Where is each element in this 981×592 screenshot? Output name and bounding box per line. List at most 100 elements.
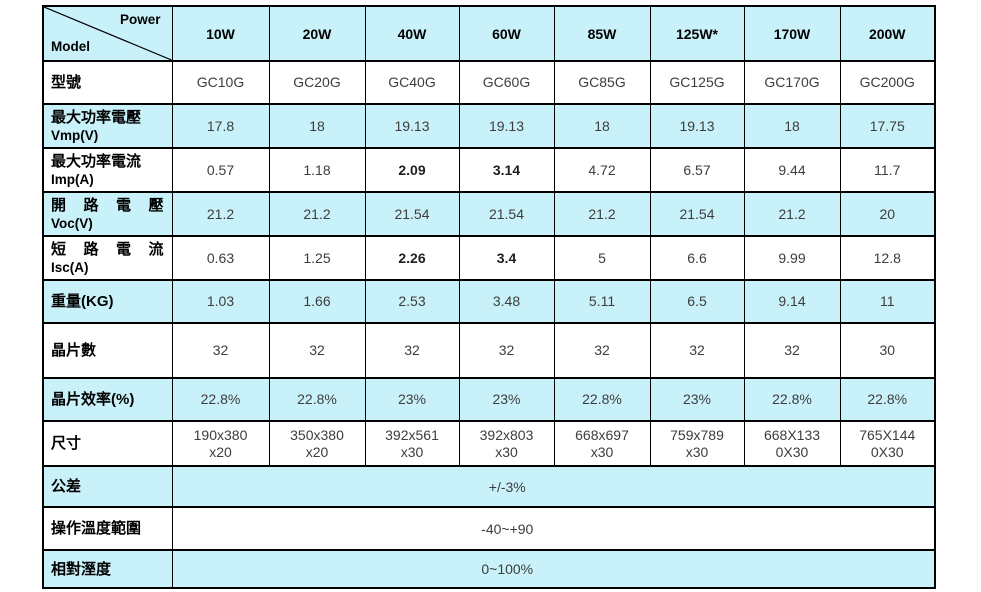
cell-value: 18 [553, 103, 651, 149]
row-label-zh: 晶片數 [51, 342, 97, 359]
cell-value: 20 [839, 191, 936, 237]
cell-value: 32 [171, 322, 270, 379]
cell-value: 22.8% [553, 377, 651, 422]
column-header: 10W [171, 5, 270, 62]
column-header: 200W [839, 5, 936, 62]
row-label: 尺寸 [42, 420, 173, 467]
cell-value: 22.8% [839, 377, 936, 422]
row-label: 型號 [42, 60, 173, 105]
cell-value: 190x380 x20 [171, 420, 270, 467]
cell-value: 18 [743, 103, 841, 149]
table-row: 晶片效率(%) 22.8% 22.8% 23% 23% 22.8% 23% 22.8% 22.8… [42, 377, 936, 422]
cell-value: GC170G [743, 60, 841, 105]
merged-cell-value: -40~+90 [171, 506, 936, 551]
cell-value: GC20G [268, 60, 366, 105]
cell-value: 1.66 [268, 279, 366, 324]
column-header: 125W* [649, 5, 745, 62]
cell-value: 32 [364, 322, 460, 379]
cell-value: 22.8% [743, 377, 841, 422]
cell-value: 392x803 x30 [458, 420, 555, 467]
cell-value: 6.57 [649, 147, 745, 193]
corner-label-model: Model [51, 39, 90, 54]
solar-module-spec-table: Power Model 10W 20W 40W 60W 85W 125W* 170W 200W… [42, 5, 936, 589]
cell-value: 765X144 0X30 [839, 420, 936, 467]
row-label-zh: 公差 [51, 478, 82, 495]
table-row: 晶片數 32 32 32 32 32 32 32 30 [42, 322, 936, 379]
row-label-en: Vmp(V) [51, 128, 99, 143]
cell-value: 9.44 [743, 147, 841, 193]
row-label: 相對溼度 [42, 549, 173, 589]
row-label-en: Voc(V) [51, 216, 93, 231]
cell-value: 6.6 [649, 235, 745, 281]
cell-value: 9.14 [743, 279, 841, 324]
row-label: 最大功率電流 Imp(A) [42, 147, 173, 193]
row-label: 短路電流 Isc(A) [42, 235, 173, 281]
cell-value: 11.7 [839, 147, 936, 193]
row-label-zh: 型號 [51, 74, 82, 91]
cell-value: 0.57 [171, 147, 270, 193]
cell-value: 1.18 [268, 147, 366, 193]
cell-value: 9.99 [743, 235, 841, 281]
column-header: 40W [364, 5, 460, 62]
cell-value: 32 [553, 322, 651, 379]
column-header: 20W [268, 5, 366, 62]
table-row: 開路電壓 Voc(V) 21.2 21.2 21.54 21.54 21.2 21.54 21.… [42, 191, 936, 237]
cell-value: 17.8 [171, 103, 270, 149]
cell-value: 12.8 [839, 235, 936, 281]
cell-value: 668x697 x30 [553, 420, 651, 467]
cell-value: 18 [268, 103, 366, 149]
merged-cell-value: 0~100% [171, 549, 936, 589]
cell-value: 3.48 [458, 279, 555, 324]
row-label-zh: 短路電流 [51, 241, 164, 258]
cell-value: 32 [458, 322, 555, 379]
cell-value: GC85G [553, 60, 651, 105]
row-label-en: Imp(A) [51, 172, 94, 187]
cell-value: GC40G [364, 60, 460, 105]
table-row: 最大功率電壓 Vmp(V) 17.8 18 19.13 19.13 18 19.13 18 17.… [42, 103, 936, 149]
cell-value: 22.8% [268, 377, 366, 422]
row-label-zh: 尺寸 [51, 435, 82, 452]
cell-value: 21.2 [743, 191, 841, 237]
row-label: 最大功率電壓 Vmp(V) [42, 103, 173, 149]
row-label: 晶片效率(%) [42, 377, 173, 422]
table-row: 尺寸 190x380 x20 350x380 x20 392x561 x30 392x8… [42, 420, 936, 467]
corner-header-cell: Power Model [42, 5, 173, 62]
table-row-merged: 相對溼度 0~100% [42, 549, 936, 589]
column-header: 60W [458, 5, 555, 62]
cell-value: 23% [458, 377, 555, 422]
row-label: 操作溫度範圍 [42, 506, 173, 551]
row-label-zh: 開路電壓 [51, 197, 164, 214]
row-label-zh: 操作溫度範圍 [51, 520, 142, 537]
cell-value: 23% [649, 377, 745, 422]
cell-value: 668X133 0X30 [743, 420, 841, 467]
column-header: 85W [553, 5, 651, 62]
cell-value: 3.14 [458, 147, 555, 193]
row-label-zh: 晶片效率(%) [51, 391, 135, 408]
cell-value: GC10G [171, 60, 270, 105]
cell-value: 0.63 [171, 235, 270, 281]
cell-value: 19.13 [458, 103, 555, 149]
cell-value: 21.2 [268, 191, 366, 237]
cell-value: 392x561 x30 [364, 420, 460, 467]
cell-value: 17.75 [839, 103, 936, 149]
row-label-zh: 相對溼度 [51, 560, 112, 578]
cell-value: GC60G [458, 60, 555, 105]
merged-cell-value: +/-3% [171, 465, 936, 508]
cell-value: 3.4 [458, 235, 555, 281]
table-row-merged: 公差 +/-3% [42, 465, 936, 508]
row-label-zh: 重量(KG) [51, 293, 114, 310]
table-row: 最大功率電流 Imp(A) 0.57 1.18 2.09 3.14 4.72 6.57 9.44… [42, 147, 936, 193]
cell-value: 6.5 [649, 279, 745, 324]
cell-value: 30 [839, 322, 936, 379]
row-label-zh: 最大功率電壓 [51, 109, 142, 126]
column-header: 170W [743, 5, 841, 62]
row-label-en: Isc(A) [51, 260, 89, 275]
cell-value: 350x380 x20 [268, 420, 366, 467]
table-row: 短路電流 Isc(A) 0.63 1.25 2.26 3.4 5 6.6 9.99 12.8 [42, 235, 936, 281]
cell-value: 2.09 [364, 147, 460, 193]
cell-value: GC200G [839, 60, 936, 105]
cell-value: 32 [743, 322, 841, 379]
cell-value: 11 [839, 279, 936, 324]
row-label: 重量(KG) [42, 279, 173, 324]
cell-value: 21.2 [553, 191, 651, 237]
